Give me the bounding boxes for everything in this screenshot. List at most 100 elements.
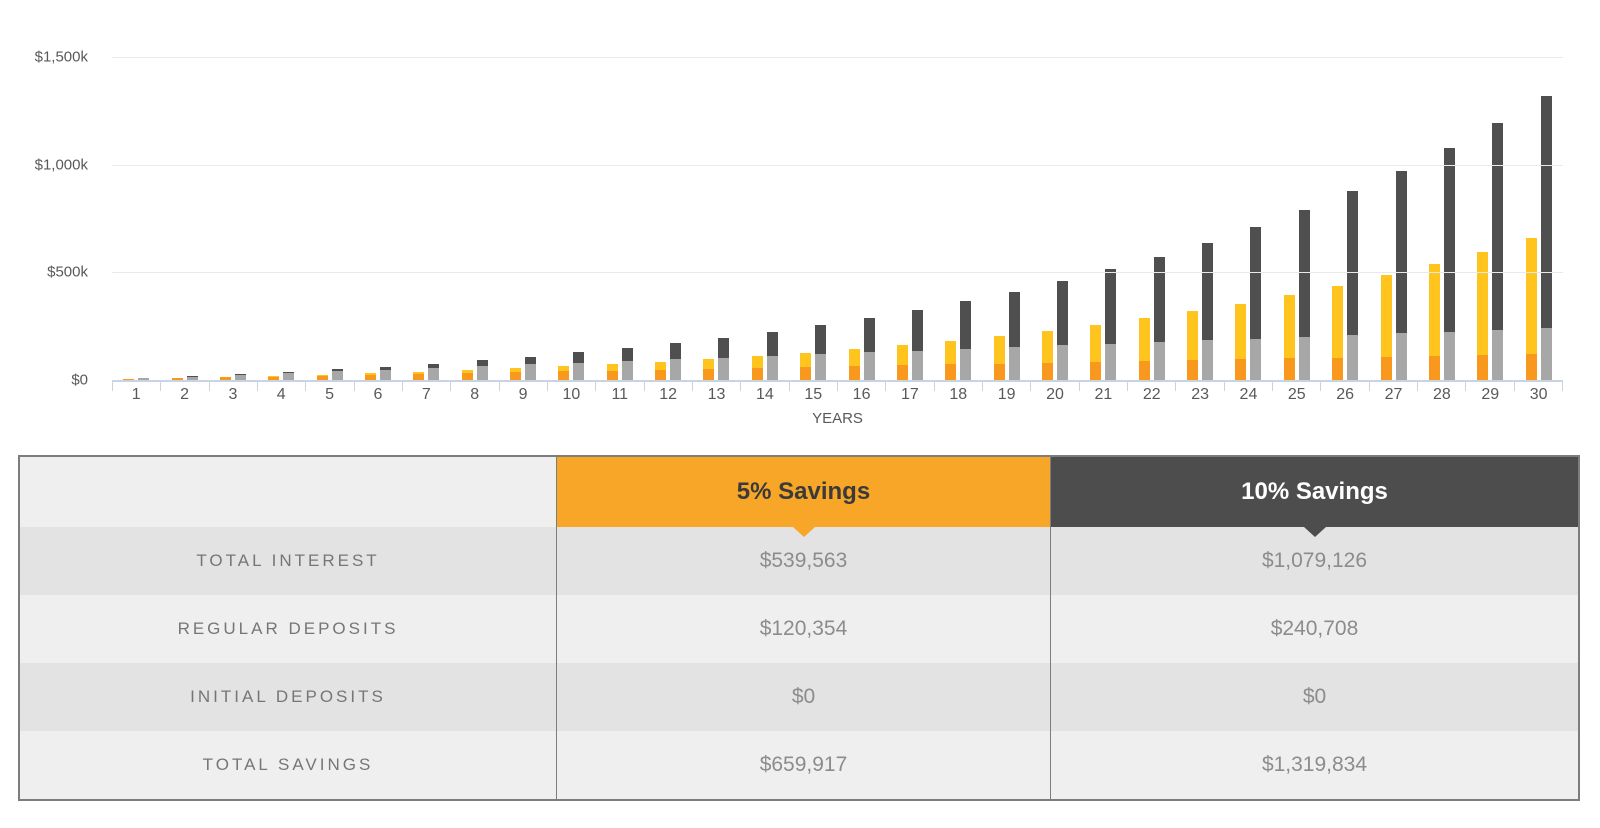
x-axis-tick-label: 1: [131, 386, 141, 403]
x-tick: [933, 380, 982, 391]
bar-10-savingsyear-2: [186, 376, 198, 380]
bar-10-savingsyear-12: [670, 343, 682, 380]
segment-interest: [413, 371, 425, 374]
segment-regular-deposits: [268, 376, 280, 380]
x-axis-tick-label: 16: [852, 386, 871, 403]
segment-regular-deposits: [1332, 357, 1344, 380]
bar-5-savingsyear-2: [171, 378, 183, 380]
segment-interest: [364, 373, 376, 375]
segment-regular-deposits: [945, 364, 957, 380]
x-axis-tick-label: 22: [1142, 386, 1161, 403]
y-axis-tick-label: $1,500k: [34, 48, 88, 66]
bar-10-savingsyear-8: [476, 360, 488, 380]
bar-10-savingsyear-29: [1492, 123, 1504, 380]
column-header-10pct-savings[interactable]: 10% Savings: [1050, 457, 1578, 537]
y-axis-tick-label: $500k: [47, 263, 88, 281]
bar-10-savingsyear-15: [815, 325, 827, 380]
segment-regular-deposits: [896, 365, 908, 380]
x-axis-tick-label: 18: [949, 386, 968, 403]
bar-5-savingsyear-9: [510, 368, 522, 380]
segment-regular-deposits: [1380, 356, 1392, 380]
bar-10-savingsyear-22: [1153, 256, 1165, 380]
x-axis-ticks: [112, 380, 1563, 391]
bar-5-savingsyear-16: [848, 348, 860, 380]
value-regular-deposits-10pct: $240,708: [1050, 595, 1578, 663]
x-tick: [256, 380, 305, 391]
x-tick: [305, 380, 353, 391]
segment-interest: [960, 301, 972, 349]
segment-interest: [1187, 311, 1199, 361]
year-slot-14: [741, 57, 789, 380]
bar-5-savingsyear-20: [1042, 330, 1053, 380]
bar-10-savingsyear-5: [331, 369, 343, 380]
x-tick: [1513, 380, 1562, 391]
year-slot-21: [1079, 57, 1127, 380]
bar-5-savingsyear-3: [219, 377, 231, 380]
segment-regular-deposits: [800, 367, 812, 380]
year-slot-7: [402, 57, 450, 380]
segment-regular-deposits: [848, 366, 860, 380]
x-axis-tick-label: 13: [707, 386, 726, 403]
column-header-5pct-savings[interactable]: 5% Savings: [556, 457, 1050, 537]
segment-interest: [1105, 269, 1117, 344]
x-tick: [1223, 380, 1272, 391]
x-tick: [981, 380, 1030, 391]
bar-10-savingsyear-13: [718, 337, 730, 380]
year-slot-22: [1128, 57, 1176, 380]
bar-10-savingsyear-9: [525, 356, 537, 380]
gridline: [112, 57, 1563, 58]
bar-10-savingsyear-26: [1347, 191, 1359, 380]
comparison-table: 5% Savings 10% Savings TOTAL INTEREST $53…: [18, 455, 1580, 801]
x-axis-tick-label: 30: [1529, 386, 1548, 403]
bar-10-savingsyear-17: [911, 309, 923, 380]
x-tick: [546, 380, 595, 391]
bar-10-savingsyear-16: [863, 317, 875, 380]
segment-interest: [1283, 295, 1295, 359]
x-axis-labels: 1 2 3 4 5 6 7 8 9 10 11 12 13 14 15 16 17 18 19 20 21 22 23 24 2…: [112, 386, 1563, 404]
x-axis-tick-label: 12: [659, 386, 678, 403]
x-tick: [208, 380, 257, 391]
x-axis-tick-label: 25: [1287, 386, 1306, 403]
segment-regular-deposits: [331, 371, 343, 380]
bar-5-savingsyear-13: [703, 358, 715, 380]
segment-regular-deposits: [1235, 359, 1247, 380]
segment-regular-deposits: [621, 361, 633, 380]
gridline: [112, 164, 1563, 166]
bar-10-savingsyear-3: [234, 374, 246, 380]
segment-interest: [718, 337, 730, 358]
bar-5-savingsyear-18: [945, 340, 957, 380]
column-header-10pct-label: 10% Savings: [1241, 478, 1388, 505]
x-tick: [1368, 380, 1417, 391]
segment-interest: [558, 366, 570, 372]
segment-regular-deposits: [993, 363, 1005, 380]
segment-regular-deposits: [1428, 355, 1440, 380]
segment-regular-deposits: [1090, 361, 1102, 380]
bar-5-savingsyear-24: [1235, 303, 1247, 380]
segment-regular-deposits: [379, 369, 391, 380]
bar-5-savingsyear-19: [993, 335, 1005, 380]
row-label-regular-deposits: REGULAR DEPOSITS: [20, 595, 556, 663]
bar-5-savingsyear-25: [1283, 295, 1295, 380]
year-slot-13: [692, 57, 740, 380]
bar-5-savingsyear-15: [800, 352, 812, 380]
segment-regular-deposits: [815, 354, 827, 380]
x-axis-tick-label: 21: [1094, 386, 1113, 403]
x-tick: [1078, 380, 1127, 391]
x-tick: [450, 380, 498, 391]
x-tick: [112, 380, 160, 391]
bar-10-savingsyear-14: [766, 331, 778, 380]
segment-interest: [1332, 285, 1344, 358]
x-tick: [691, 380, 740, 391]
segment-interest: [283, 371, 295, 374]
segment-regular-deposits: [606, 370, 618, 380]
segment-interest: [1008, 291, 1020, 348]
segment-interest: [848, 348, 860, 367]
year-slot-9: [499, 57, 547, 380]
segment-interest: [1492, 123, 1504, 330]
segment-regular-deposits: [413, 373, 425, 380]
segment-interest: [428, 363, 440, 368]
segment-regular-deposits: [751, 367, 763, 380]
year-slot-2: [160, 57, 208, 380]
year-slot-28: [1418, 57, 1466, 380]
segment-interest: [670, 343, 682, 360]
